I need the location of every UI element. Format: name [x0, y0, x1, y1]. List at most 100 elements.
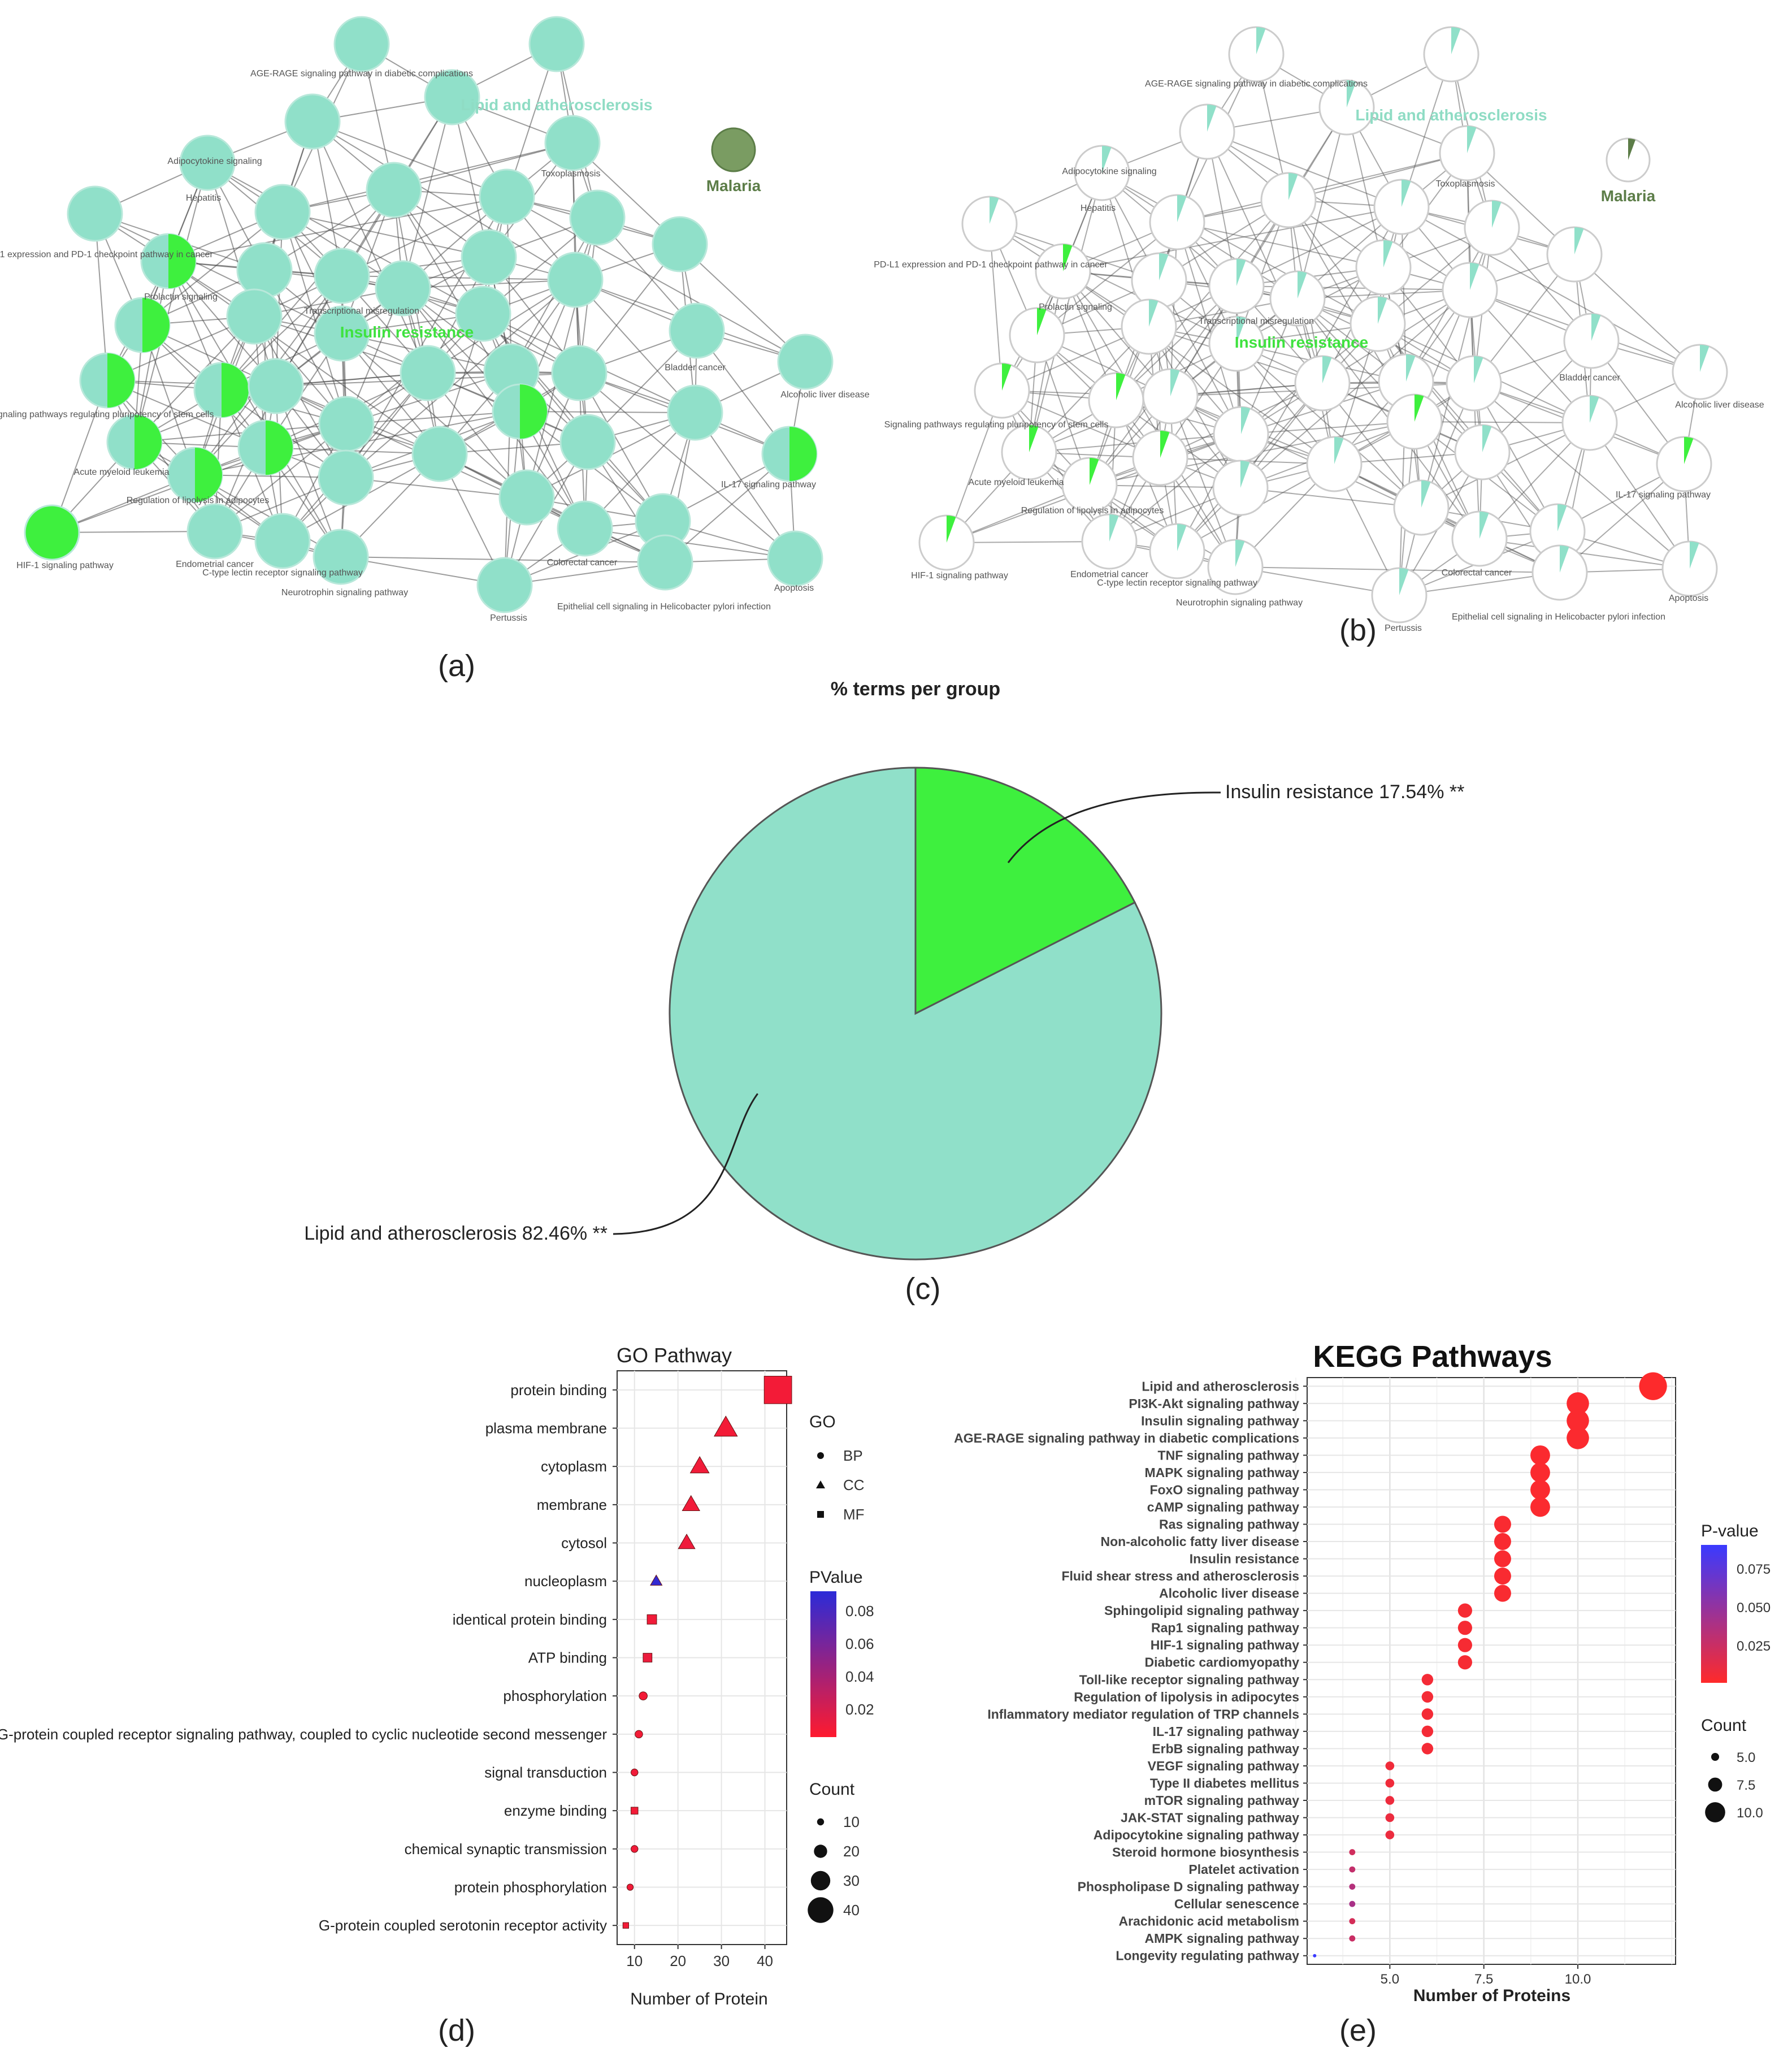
network-node-share	[1378, 297, 1387, 324]
kegg-y-tick-label: AGE-RAGE signaling pathway in diabetic c…	[954, 1431, 1299, 1445]
kegg-y-tick-label: FoxO signaling pathway	[1149, 1482, 1299, 1497]
network-edge	[1240, 421, 1415, 435]
go-y-tick-label: identical protein binding	[453, 1611, 607, 1628]
network-edge	[275, 386, 341, 557]
kegg-y-tick-label: Steroid hormone biosynthesis	[1112, 1845, 1299, 1860]
network-edge	[1240, 289, 1470, 488]
go-x-tick-label: 20	[670, 1952, 686, 1969]
network-edge	[579, 373, 796, 559]
go-count-legend-dot	[817, 1818, 825, 1826]
network-edge	[168, 196, 507, 262]
go-y-tick-label: protein binding	[510, 1382, 607, 1398]
kegg-point	[1421, 1708, 1434, 1720]
kegg-y-tick-label: Alcoholic liver disease	[1159, 1586, 1299, 1601]
kegg-count-legend-dot	[1705, 1802, 1725, 1822]
network-edge	[1036, 222, 1178, 336]
network-node-share	[1414, 395, 1424, 422]
network-node-label: Adipocytokine signaling	[1062, 167, 1156, 176]
go-x-tick-label: 30	[713, 1952, 730, 1969]
network-node	[455, 285, 511, 342]
pie-slice	[669, 767, 1162, 1261]
network-node-share	[1700, 345, 1709, 372]
go-y-tick-label: ATP binding	[528, 1649, 607, 1666]
kegg-point	[1385, 1778, 1395, 1788]
panel-e-kegg-dotplot: KEGG Pathways Number of Proteins P-value…	[954, 1340, 1771, 2005]
go-point	[714, 1415, 738, 1437]
network-node-share	[1383, 240, 1393, 267]
network-node-share	[1628, 138, 1636, 160]
panel-e-label: (e)	[1339, 2014, 1377, 2047]
network-node	[711, 127, 756, 172]
network-edge	[107, 380, 266, 448]
kegg-point	[1530, 1497, 1550, 1517]
network-node-label: Adipocytokine signaling	[167, 157, 262, 166]
network-node-insulin-share	[142, 298, 170, 352]
network-node	[375, 260, 431, 317]
go-point	[631, 1807, 639, 1815]
go-legend-label: BP	[843, 1447, 863, 1464]
kegg-count-legend-label: 7.5	[1737, 1778, 1755, 1793]
network-edge	[312, 121, 428, 374]
network-node	[669, 302, 725, 359]
network-node	[528, 16, 585, 72]
kegg-y-tick-label: Toll-like receptor signaling pathway	[1079, 1672, 1300, 1687]
kegg-point	[1349, 1935, 1356, 1942]
go-point	[622, 1922, 629, 1929]
network-edge	[142, 211, 283, 326]
network-node-label: Epithelial cell signaling in Helicobacte…	[557, 602, 771, 612]
network-node-label: Hepatitis	[1081, 203, 1116, 213]
network-node	[547, 252, 604, 308]
kegg-point	[1567, 1392, 1589, 1415]
kegg-y-tick-label: Rap1 signaling pathway	[1151, 1621, 1299, 1635]
network-node-label: Epithelial cell signaling in Helicobacte…	[1452, 612, 1665, 622]
network-node-share	[1474, 356, 1483, 383]
kegg-point	[1385, 1761, 1395, 1770]
network-node-label: Toxoplasmosis	[541, 169, 601, 179]
kegg-y-tick-label: Fluid shear stress and atherosclerosis	[1061, 1569, 1299, 1583]
go-legend-go-title: GO	[809, 1413, 836, 1431]
network-node-share	[1170, 369, 1180, 396]
network-node-share	[1402, 180, 1411, 207]
network-node-insulin-share	[107, 353, 134, 408]
kegg-y-tick-label: Adipocytokine signaling pathway	[1094, 1828, 1299, 1842]
network-edge	[1207, 131, 1402, 207]
network-edge	[1236, 206, 1402, 287]
go-count-legend-label: 10	[843, 1813, 860, 1830]
network-node-label: AGE-RAGE signaling pathway in diabetic c…	[1145, 79, 1368, 89]
network-node	[179, 135, 236, 191]
network-node	[400, 345, 456, 401]
network-node-share	[1109, 514, 1119, 542]
network-node-label: Prolactin signaling	[1039, 302, 1112, 312]
network-edge	[1297, 107, 1347, 299]
pie-leader-line	[1007, 791, 1221, 864]
kegg-point	[1385, 1796, 1395, 1805]
network-edge	[1177, 222, 1242, 435]
network-node-share	[1479, 512, 1489, 539]
kegg-pvalue-tick-label: 0.075	[1737, 1562, 1771, 1577]
pie-label-insulin: Insulin resistance 17.54% **	[1225, 781, 1464, 803]
go-x-tick-label: 10	[626, 1952, 643, 1969]
group-label-insulin: Insulin resistance	[340, 323, 474, 341]
network-node-label: Signaling pathways regulating pluripoten…	[884, 420, 1109, 430]
kegg-point	[1530, 1445, 1550, 1465]
kegg-y-tick-label: Insulin signaling pathway	[1141, 1413, 1299, 1428]
network-node	[226, 288, 283, 345]
kegg-y-tick-label: Sphingolipid signaling pathway	[1104, 1603, 1299, 1618]
network-edge	[214, 423, 347, 532]
network-edge	[345, 477, 527, 498]
group-label-lipid: Lipid and atherosclerosis	[1355, 106, 1547, 124]
network-node	[777, 334, 834, 390]
network-edge	[1479, 538, 1690, 569]
go-pvalue-colorbar	[810, 1591, 836, 1737]
network-node-share	[1002, 363, 1012, 391]
kegg-point	[1421, 1725, 1434, 1738]
kegg-y-tick-label: Regulation of lipolysis in adipocytes	[1074, 1690, 1299, 1704]
network-node-share	[1063, 244, 1073, 271]
network-edge	[1414, 421, 1590, 423]
pie-leader-line	[613, 1093, 758, 1235]
network-node-share	[1298, 271, 1307, 298]
network-node-share	[1235, 540, 1245, 567]
kegg-count-legend-label: 5.0	[1737, 1750, 1755, 1765]
panel-c-pie-chart: % terms per group Insulin resistance 17.…	[304, 678, 1464, 1261]
network-node	[559, 414, 616, 470]
